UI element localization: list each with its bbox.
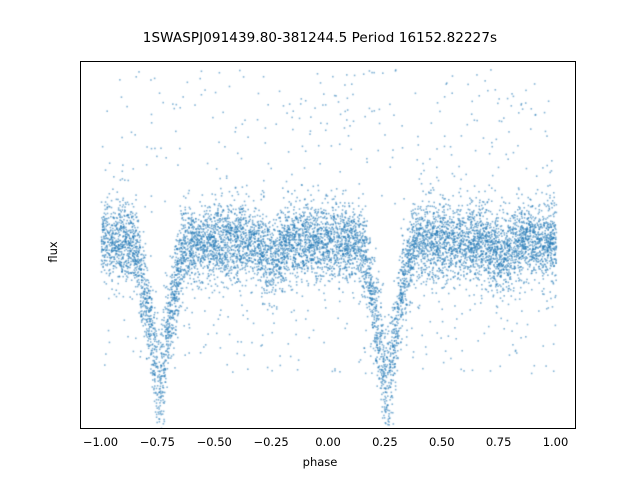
x-tick-label: 0.75 <box>485 435 512 449</box>
x-tick-mark <box>272 428 273 429</box>
scatter-points <box>81 62 575 428</box>
plot-axes <box>80 61 576 429</box>
y-tick-mark <box>80 366 81 367</box>
y-tick-mark <box>80 173 81 174</box>
x-tick-label: −1.00 <box>82 435 119 449</box>
x-tick-mark <box>101 428 102 429</box>
x-tick-label: −0.50 <box>196 435 232 449</box>
y-tick-mark <box>80 301 81 302</box>
x-tick-label: 0.00 <box>315 435 341 449</box>
x-tick-mark <box>215 428 216 429</box>
x-tick-label: −0.25 <box>253 435 289 449</box>
x-tick-mark <box>500 428 501 429</box>
y-axis-label: flux <box>46 241 60 263</box>
y-tick-mark <box>80 108 81 109</box>
x-tick-mark <box>329 428 330 429</box>
x-tick-mark <box>158 428 159 429</box>
x-tick-label: −0.75 <box>139 435 175 449</box>
x-tick-label: 1.00 <box>542 435 569 449</box>
x-tick-mark <box>443 428 444 429</box>
x-tick-mark <box>386 428 387 429</box>
chart-title: 1SWASPJ091439.80-381244.5 Period 16152.8… <box>142 30 498 46</box>
x-tick-label: 0.50 <box>428 435 455 449</box>
x-tick-label: 0.25 <box>372 435 398 449</box>
x-tick-mark <box>557 428 558 429</box>
y-tick-mark <box>80 237 81 238</box>
x-axis-label: phase <box>302 455 338 469</box>
